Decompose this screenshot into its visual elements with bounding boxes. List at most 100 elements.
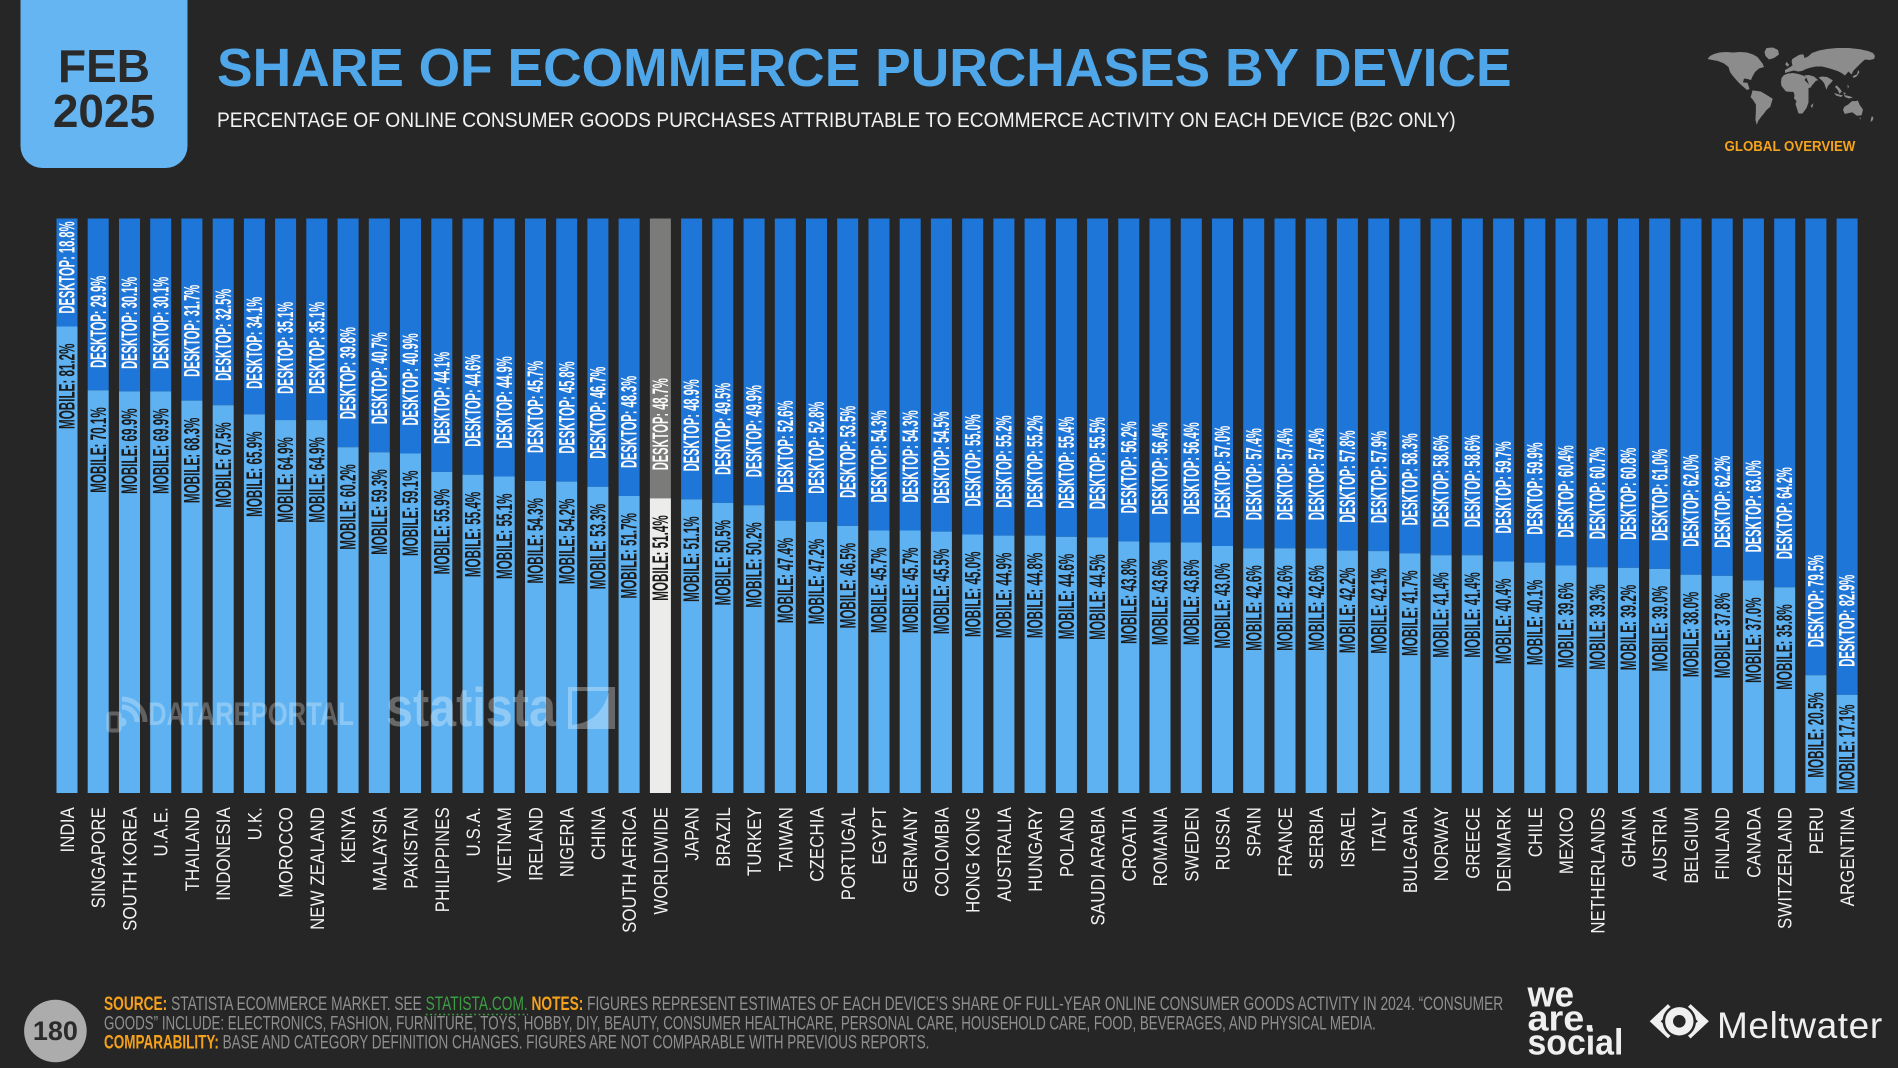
svg-text:GLOBAL OVERVIEW: GLOBAL OVERVIEW — [1725, 138, 1856, 155]
svg-text:POLAND: POLAND — [1056, 807, 1077, 877]
svg-text:DESKTOP: 35.1%: DESKTOP: 35.1% — [304, 301, 329, 393]
svg-text:MOBILE: 43.6%: MOBILE: 43.6% — [1148, 559, 1173, 645]
svg-text:DESKTOP: 18.8%: DESKTOP: 18.8% — [54, 221, 79, 313]
svg-text:MOBILE: 42.6%: MOBILE: 42.6% — [1273, 565, 1298, 651]
svg-text:MOBILE: 39.0%: MOBILE: 39.0% — [1647, 586, 1672, 672]
svg-text:MOBILE: 41.4%: MOBILE: 41.4% — [1460, 572, 1485, 658]
svg-text:MOBILE: 45.0%: MOBILE: 45.0% — [960, 551, 985, 637]
svg-text:DESKTOP: 52.8%: DESKTOP: 52.8% — [804, 401, 829, 493]
svg-text:DESKTOP: 45.7%: DESKTOP: 45.7% — [523, 361, 548, 453]
svg-text:DESKTOP: 57.8%: DESKTOP: 57.8% — [1335, 430, 1360, 522]
svg-text:MOBILE: 50.5%: MOBILE: 50.5% — [710, 520, 735, 606]
svg-text:SWEDEN: SWEDEN — [1181, 807, 1202, 882]
svg-text:U.K.: U.K. — [244, 807, 265, 840]
svg-text:MALAYSIA: MALAYSIA — [369, 806, 390, 891]
svg-text:MOBILE: 43.8%: MOBILE: 43.8% — [1116, 558, 1141, 644]
svg-text:DESKTOP: 60.7%: DESKTOP: 60.7% — [1585, 447, 1610, 539]
svg-text:DESKTOP: 55.5%: DESKTOP: 55.5% — [1085, 417, 1110, 509]
svg-text:DESKTOP: 54.3%: DESKTOP: 54.3% — [898, 410, 923, 502]
svg-text:NEW ZEALAND: NEW ZEALAND — [307, 807, 328, 930]
svg-text:U.A.E.: U.A.E. — [151, 807, 172, 856]
svg-text:MOBILE: 69.9%: MOBILE: 69.9% — [148, 408, 173, 494]
svg-text:MEXICO: MEXICO — [1556, 807, 1577, 874]
svg-text:SINGAPORE: SINGAPORE — [88, 807, 109, 908]
svg-text:DESKTOP: 61.0%: DESKTOP: 61.0% — [1647, 448, 1672, 540]
svg-text:Meltwater: Meltwater — [1717, 1005, 1883, 1046]
svg-text:MOBILE: 40.1%: MOBILE: 40.1% — [1522, 579, 1547, 665]
svg-text:MOBILE: 43.6%: MOBILE: 43.6% — [1179, 559, 1204, 645]
svg-text:DESKTOP: 49.5%: DESKTOP: 49.5% — [710, 382, 735, 474]
svg-text:MOBILE: 37.8%: MOBILE: 37.8% — [1710, 593, 1735, 679]
svg-text:KENYA: KENYA — [338, 806, 359, 863]
svg-text:MOBILE: 42.6%: MOBILE: 42.6% — [1304, 565, 1329, 651]
svg-text:DESKTOP: 48.3%: DESKTOP: 48.3% — [617, 376, 642, 468]
svg-text:SHARE OF ECOMMERCE PURCHASES B: SHARE OF ECOMMERCE PURCHASES BY DEVICE — [217, 38, 1512, 98]
svg-text:MOBILE: 41.4%: MOBILE: 41.4% — [1429, 572, 1454, 658]
svg-text:DESKTOP: 56.2%: DESKTOP: 56.2% — [1116, 421, 1141, 513]
svg-text:MOBILE: 64.9%: MOBILE: 64.9% — [273, 437, 298, 523]
svg-text:2025: 2025 — [53, 85, 155, 137]
svg-text:SOURCE: STATISTA ECOMMERCE MAR: SOURCE: STATISTA ECOMMERCE MARKET. SEE S… — [104, 993, 1503, 1015]
svg-text:DESKTOP: 57.9%: DESKTOP: 57.9% — [1366, 431, 1391, 523]
svg-text:MOBILE: 40.4%: MOBILE: 40.4% — [1491, 578, 1516, 664]
svg-text:we: we — [1527, 974, 1575, 1015]
svg-text:MOBILE: 43.0%: MOBILE: 43.0% — [1210, 563, 1235, 649]
svg-text:THAILAND: THAILAND — [182, 807, 203, 891]
svg-text:DESKTOP: 32.5%: DESKTOP: 32.5% — [211, 288, 236, 380]
svg-text:MOBILE: 53.3%: MOBILE: 53.3% — [586, 504, 611, 590]
svg-text:DESKTOP: 29.9%: DESKTOP: 29.9% — [86, 275, 111, 367]
svg-text:DESKTOP: 58.6%: DESKTOP: 58.6% — [1460, 435, 1485, 527]
svg-text:MOBILE: 55.4%: MOBILE: 55.4% — [461, 491, 486, 577]
svg-text:DESKTOP: 58.6%: DESKTOP: 58.6% — [1429, 435, 1454, 527]
svg-text:MOBILE: 46.5%: MOBILE: 46.5% — [835, 543, 860, 629]
svg-text:MOBILE: 44.8%: MOBILE: 44.8% — [1023, 552, 1048, 638]
svg-text:IRELAND: IRELAND — [525, 807, 546, 881]
svg-text:DESKTOP: 46.7%: DESKTOP: 46.7% — [585, 366, 610, 458]
svg-text:BULGARIA: BULGARIA — [1400, 806, 1421, 893]
svg-text:DESKTOP: 52.6%: DESKTOP: 52.6% — [773, 400, 798, 492]
svg-text:DESKTOP: 40.9%: DESKTOP: 40.9% — [398, 333, 423, 425]
svg-text:DESKTOP: 59.9%: DESKTOP: 59.9% — [1522, 442, 1547, 534]
svg-text:MOBILE: 54.3%: MOBILE: 54.3% — [523, 498, 548, 584]
svg-text:MOBILE: 68.3%: MOBILE: 68.3% — [180, 417, 205, 503]
svg-text:DESKTOP: 45.8%: DESKTOP: 45.8% — [554, 361, 579, 453]
svg-text:DESKTOP: 57.4%: DESKTOP: 57.4% — [1272, 428, 1297, 520]
svg-text:DESKTOP: 54.5%: DESKTOP: 54.5% — [929, 411, 954, 503]
svg-text:GOODS” INCLUDE: ELECTRONICS, F: GOODS” INCLUDE: ELECTRONICS, FASHION, FU… — [104, 1013, 1376, 1034]
svg-text:SOUTH AFRICA: SOUTH AFRICA — [619, 806, 640, 933]
svg-text:SAUDI ARABIA: SAUDI ARABIA — [1087, 806, 1108, 925]
svg-text:VIETNAM: VIETNAM — [494, 807, 515, 883]
svg-text:DESKTOP: 30.1%: DESKTOP: 30.1% — [117, 276, 142, 368]
svg-text:NETHERLANDS: NETHERLANDS — [1587, 807, 1608, 934]
svg-text:DESKTOP: 44.1%: DESKTOP: 44.1% — [429, 351, 454, 443]
svg-text:MOBILE: 59.1%: MOBILE: 59.1% — [398, 470, 423, 556]
svg-text:NORWAY: NORWAY — [1431, 807, 1452, 881]
svg-text:SWITZERLAND: SWITZERLAND — [1775, 807, 1796, 929]
svg-text:MOBILE: 39.2%: MOBILE: 39.2% — [1616, 585, 1641, 671]
svg-text:MOBILE: 51.1%: MOBILE: 51.1% — [679, 516, 704, 602]
svg-text:DESKTOP: 56.4%: DESKTOP: 56.4% — [1179, 422, 1204, 514]
svg-text:MOBILE: 42.6%: MOBILE: 42.6% — [1241, 565, 1266, 651]
svg-text:MOBILE: 64.9%: MOBILE: 64.9% — [304, 437, 329, 523]
svg-text:MOBILE: 42.1%: MOBILE: 42.1% — [1366, 568, 1391, 654]
svg-text:AUSTRIA: AUSTRIA — [1650, 806, 1671, 880]
svg-text:MOBILE: 50.2%: MOBILE: 50.2% — [742, 522, 767, 608]
svg-text:CHILE: CHILE — [1525, 807, 1546, 857]
svg-text:social: social — [1528, 1023, 1624, 1063]
svg-text:MOBILE: 51.7%: MOBILE: 51.7% — [617, 513, 642, 599]
svg-text:INDONESIA: INDONESIA — [213, 806, 234, 900]
svg-text:MOBILE: 44.6%: MOBILE: 44.6% — [1054, 554, 1079, 640]
svg-text:MOBILE: 42.2%: MOBILE: 42.2% — [1335, 567, 1360, 653]
svg-text:FINLAND: FINLAND — [1712, 807, 1733, 880]
svg-text:SERBIA: SERBIA — [1306, 806, 1327, 869]
svg-text:MOBILE: 67.5%: MOBILE: 67.5% — [211, 422, 236, 508]
svg-text:ITALY: ITALY — [1369, 807, 1390, 852]
svg-text:MOBILE: 37.0%: MOBILE: 37.0% — [1741, 597, 1766, 683]
svg-text:MOBILE: 45.7%: MOBILE: 45.7% — [867, 547, 892, 633]
svg-text:MOBILE: 38.0%: MOBILE: 38.0% — [1679, 591, 1704, 677]
svg-text:DESKTOP: 39.8%: DESKTOP: 39.8% — [336, 327, 361, 419]
svg-text:MOBILE: 44.5%: MOBILE: 44.5% — [1085, 554, 1110, 640]
svg-text:WORLDWIDE: WORLDWIDE — [650, 807, 671, 915]
svg-text:DESKTOP: 54.3%: DESKTOP: 54.3% — [866, 410, 891, 502]
svg-text:DESKTOP: 55.2%: DESKTOP: 55.2% — [1023, 415, 1048, 507]
